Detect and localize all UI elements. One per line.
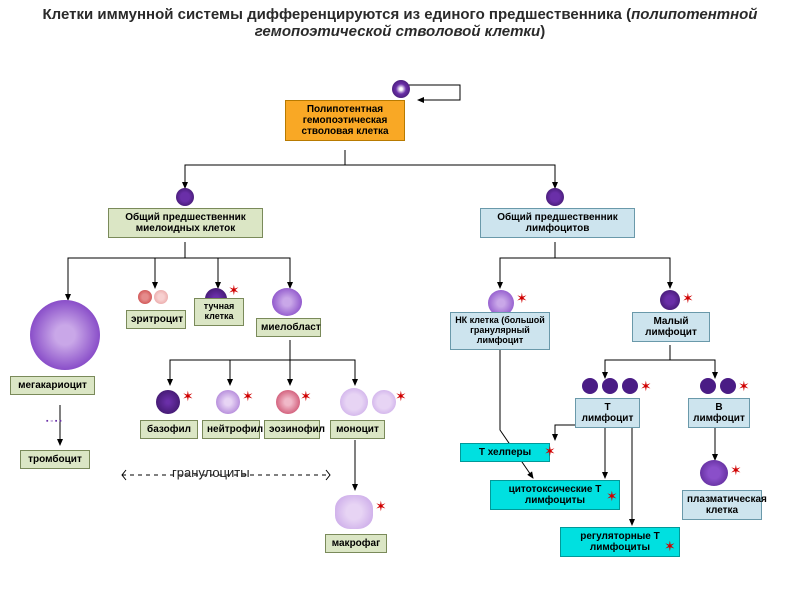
lymphoid-box: Общий предшественник лимфоцитов [480,208,635,238]
monocyte-box: моноцит [330,420,385,439]
cell-myeloid-prec [176,188,194,206]
star-icon: ✶ [228,282,240,299]
thrombocyte-box: тромбоцит [20,450,90,469]
cell-neutrophil [216,390,240,414]
macrophage-box: макрофаг [325,534,387,553]
diagram-title: Клетки иммунной системы дифференцируются… [0,0,800,42]
small-lymph-box: Малый лимфоцит [632,312,710,342]
star-icon: ✶ [375,498,387,515]
regulatory-box: регуляторные Т лимфоциты [560,527,680,557]
cell-small-lymph [660,290,680,310]
cell-b1 [700,378,716,394]
cell-megakaryocyte [30,300,100,370]
t-helper-box: Т хелперы [460,443,550,462]
cell-t2 [602,378,618,394]
b-lymph-box: В лимфоцит [688,398,750,428]
cytotoxic-box: цитотоксические Т лимфоциты [490,480,620,510]
cell-monocyte2 [372,390,396,414]
star-icon: ✶ [544,443,556,460]
cell-macrophage [335,495,373,529]
erythrocyte-box: эритроцит [126,310,186,329]
cell-thrombocyte-frag: ▪ ▫ ▪ ▪ [46,418,76,432]
t-lymph-box: Т лимфоцит [575,398,640,428]
cell-lymphoid-prec [546,188,564,206]
star-icon: ✶ [300,388,312,405]
title-end: ) [540,23,545,40]
root-box: Полипотентная гемопоэтическая стволовая … [285,100,405,141]
plasma-box: плазматическая клетка [682,490,762,520]
title-text: Клетки иммунной системы дифференцируются… [43,6,632,23]
cell-erythrocyte2 [154,290,168,304]
granulocytes-label: гранулоциты [172,465,250,480]
basophil-box: базофил [140,420,198,439]
star-icon: ✶ [242,388,254,405]
cell-eosinophil [276,390,300,414]
neutrophil-box: нейтрофил [202,420,260,439]
cell-myeloblast [272,288,302,316]
star-icon: ✶ [682,290,694,307]
megakaryo-box: мегакариоцит [10,376,95,395]
cell-erythrocyte1 [138,290,152,304]
eosinophil-box: эозинофил [264,420,320,439]
cell-root [392,80,410,98]
nk-box: НК клетка (большой гранулярный лимфоцит [450,312,550,350]
star-icon: ✶ [640,378,652,395]
cell-monocyte [340,388,368,416]
cell-basophil [156,390,180,414]
star-icon: ✶ [395,388,407,405]
cell-t3 [622,378,638,394]
star-icon: ✶ [516,290,528,307]
myeloid-box: Общий предшественник миелоидных клеток [108,208,263,238]
star-icon: ✶ [182,388,194,405]
star-icon: ✶ [738,378,750,395]
mast-box: тучная клетка [194,298,244,326]
myeloblast-box: миелобласт [256,318,321,337]
cell-t1 [582,378,598,394]
cell-b2 [720,378,736,394]
cell-plasma [700,460,728,486]
star-icon: ✶ [730,462,742,479]
star-icon: ✶ [606,488,618,505]
star-icon: ✶ [664,538,676,555]
